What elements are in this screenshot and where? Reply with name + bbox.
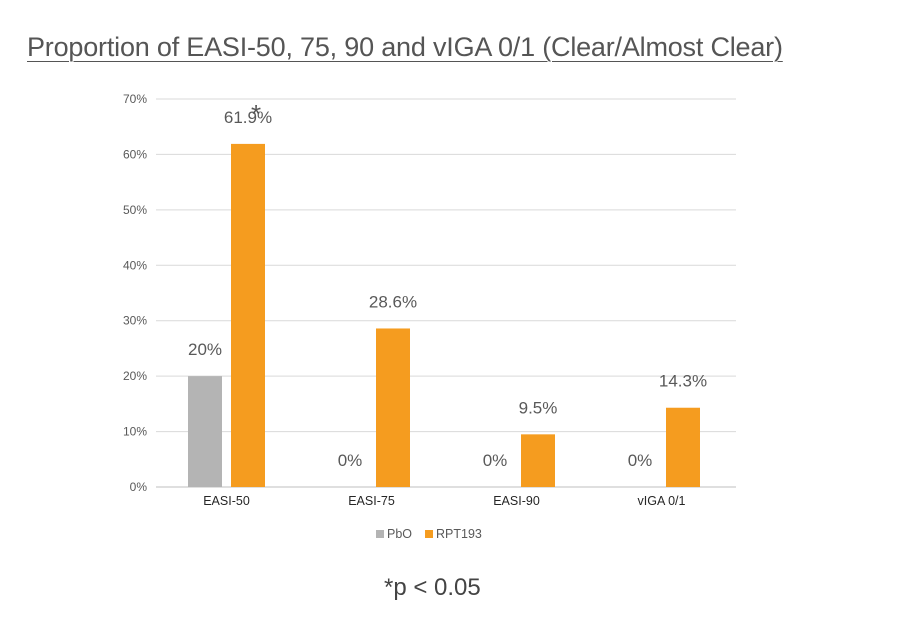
data-label: 9.5% bbox=[519, 398, 558, 417]
bar-rpt193-easi-90 bbox=[521, 434, 555, 487]
legend-label: PbO bbox=[387, 527, 412, 541]
legend-swatch bbox=[376, 530, 384, 538]
x-category-label: EASI-75 bbox=[348, 494, 395, 508]
data-labels: 20% 61.9% 0% 28.6% 0% 9.5% 0% 14.3% * bbox=[188, 99, 707, 470]
bar-pbo-easi-50 bbox=[188, 376, 222, 487]
legend-swatch bbox=[425, 530, 434, 538]
legend: PbO RPT193 bbox=[376, 527, 482, 541]
data-label: 61.9% bbox=[224, 108, 272, 127]
data-label: 0% bbox=[628, 451, 653, 470]
legend-label: RPT193 bbox=[436, 527, 482, 541]
chart-title: Proportion of EASI-50, 75, 90 and vIGA 0… bbox=[27, 32, 783, 62]
y-tick-label: 70% bbox=[123, 92, 147, 106]
y-tick-label: 0% bbox=[130, 480, 148, 494]
x-category-label: EASI-90 bbox=[493, 494, 540, 508]
y-tick-label: 10% bbox=[123, 425, 147, 439]
data-label: 28.6% bbox=[369, 292, 417, 311]
bars bbox=[188, 143, 700, 487]
data-label: 0% bbox=[338, 451, 363, 470]
footnote: *p < 0.05 bbox=[384, 574, 481, 601]
data-label: 0% bbox=[483, 451, 508, 470]
data-label: 20% bbox=[188, 340, 222, 359]
y-tick-label: 30% bbox=[123, 314, 147, 328]
y-tick-label: 20% bbox=[123, 369, 147, 383]
data-label: 14.3% bbox=[659, 372, 707, 391]
significance-marker: * bbox=[251, 99, 261, 129]
bar-chart: 0% 10% 20% 30% 40% 50% 60% 70% 20% 61.9% 0% 28.6% 0… bbox=[123, 92, 736, 541]
x-axis-categories: EASI-50 EASI-75 EASI-90 vIGA 0/1 bbox=[203, 494, 685, 508]
bar-rpt193-viga-0-1 bbox=[666, 407, 700, 487]
bar-rpt193-easi-75 bbox=[376, 328, 410, 487]
y-tick-label: 50% bbox=[123, 203, 147, 217]
x-category-label: vIGA 0/1 bbox=[638, 494, 686, 508]
y-tick-label: 60% bbox=[123, 147, 147, 161]
x-category-label: EASI-50 bbox=[203, 494, 250, 508]
y-axis-ticks: 0% 10% 20% 30% 40% 50% 60% 70% bbox=[123, 92, 147, 494]
y-tick-label: 40% bbox=[123, 258, 147, 272]
bar-rpt193-easi-50 bbox=[231, 143, 265, 487]
